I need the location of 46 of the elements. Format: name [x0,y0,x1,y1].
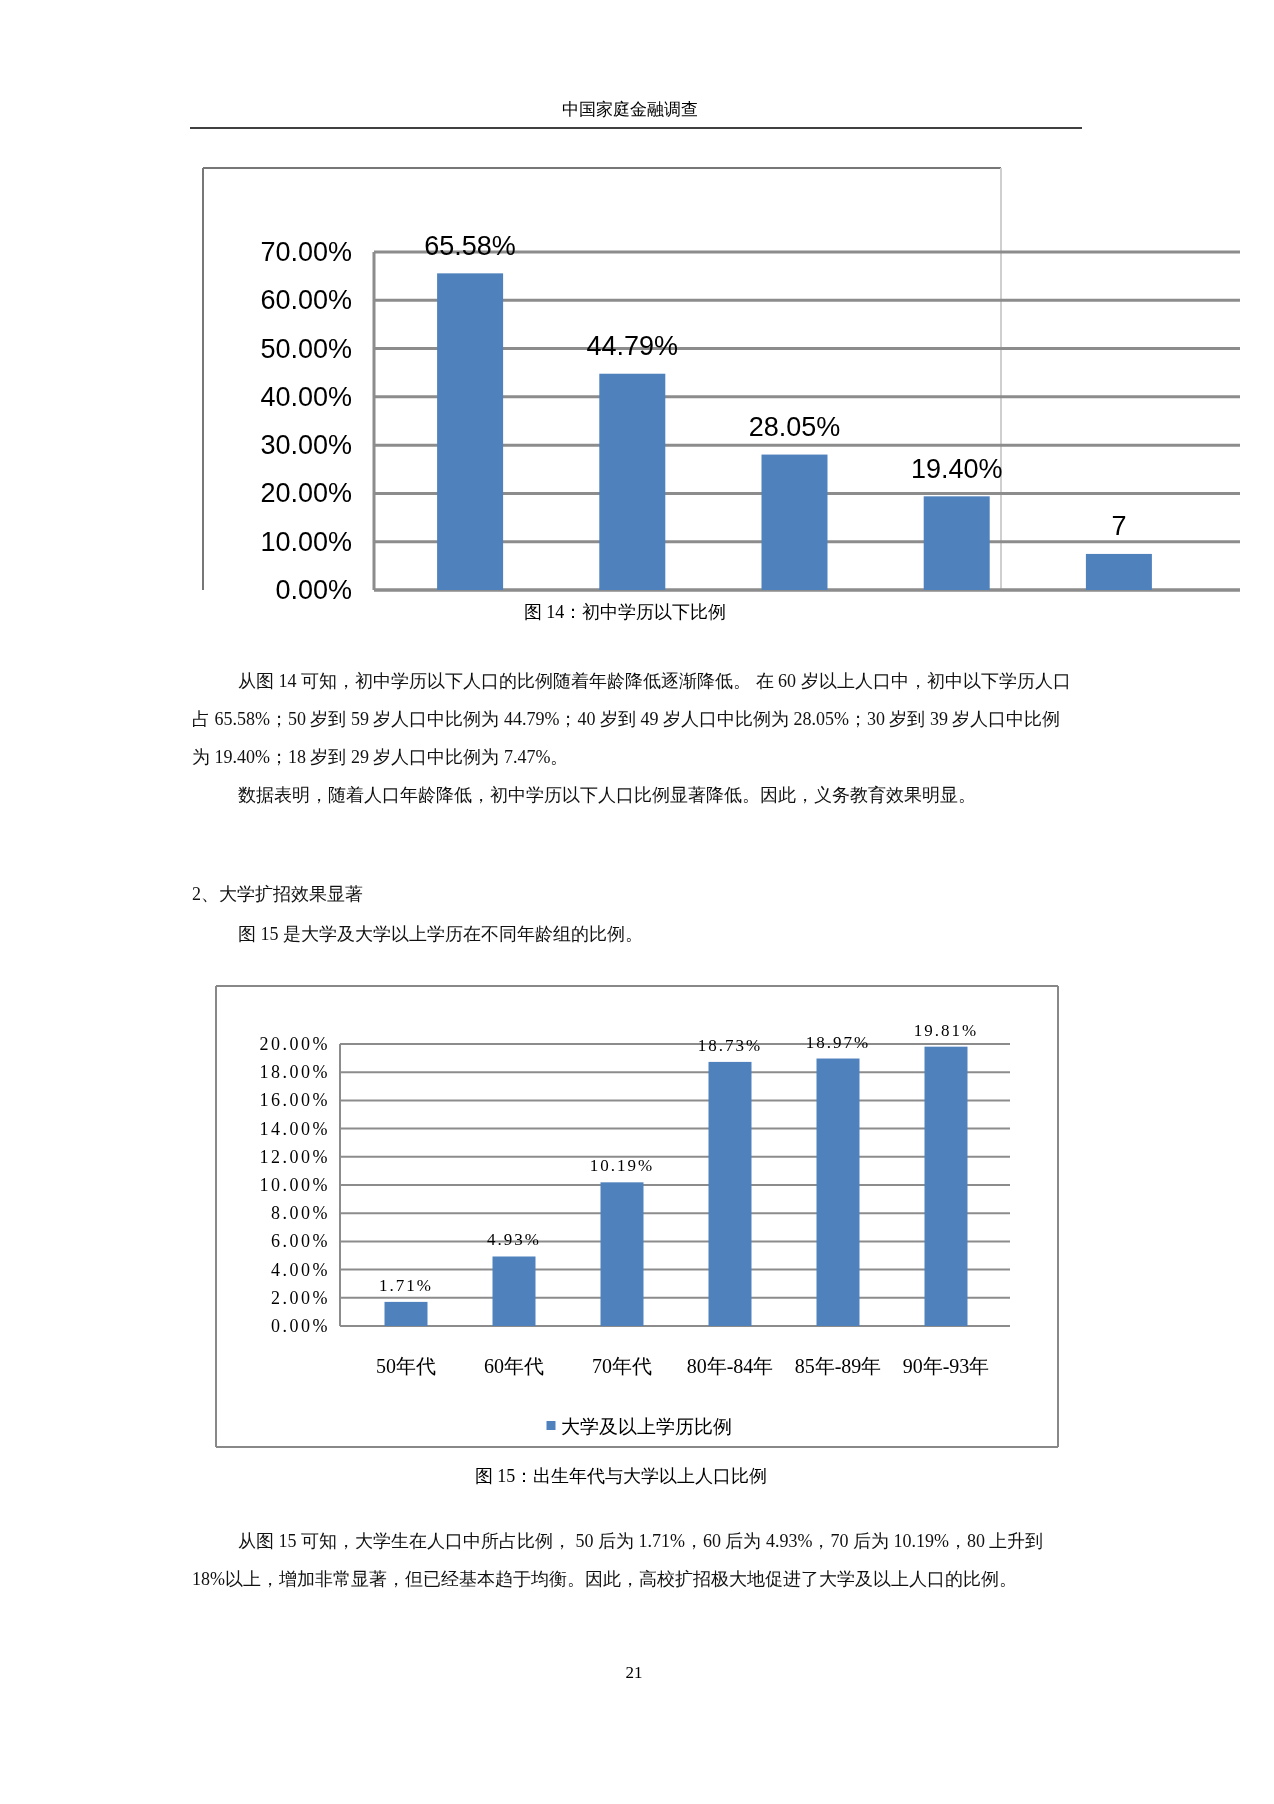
data-label: 28.05% [748,412,841,443]
y-tick-label: 6.00% [271,1231,330,1252]
paragraph: 图 15 是大学及大学以上学历在不同年龄组的比例。 [237,923,644,946]
y-tick-label: 70.00% [260,237,352,267]
y-tick-label: 14.00% [259,1118,330,1139]
data-label: 44.79% [586,331,679,362]
x-tick-label: 90年-93年 [902,1355,990,1377]
y-tick-label: 10.00% [259,1175,330,1195]
data-label: 19.40% [910,453,1003,484]
y-tick-label: 8.00% [271,1203,330,1224]
data-label: 18.73% [697,1035,763,1055]
y-tick-label: 20.00% [260,478,352,509]
legend-label: 大学及以上学历比例 [560,1415,732,1437]
x-tick-label: 80年-84年 [686,1355,774,1377]
x-tick-label: 60年代 [484,1355,544,1377]
x-tick-label: 70年代 [592,1355,652,1377]
page-header: 中国家庭金融调查 [562,99,698,119]
y-tick-label: 20.00% [259,1034,330,1054]
y-tick-label: 60.00% [260,285,352,316]
heading: 2、大学扩招效果显著 [192,883,364,906]
y-tick-label: 50.00% [260,333,352,364]
data-label: 4.93% [487,1230,541,1250]
y-tick-label: 2.00% [271,1287,330,1308]
y-tick-label: 12.00% [259,1146,330,1167]
data-label: 65.58% [424,230,516,261]
page-number: 21 [625,1662,643,1682]
y-tick-label: 18.00% [259,1062,330,1083]
data-label: 7 [1111,511,1127,542]
data-label: 18.97% [805,1032,871,1052]
x-tick-label: 85年-89年 [794,1355,882,1377]
y-tick-label: 0.00% [271,1316,330,1336]
y-tick-label: 16.00% [259,1090,330,1111]
y-tick-label: 4.00% [271,1259,330,1280]
y-tick-label: 30.00% [260,430,352,461]
caption: 图 14：初中学历以下比例 [523,602,727,622]
paragraph: 从图 14 可知，初中学历以下人口的比例随着年龄降低逐渐降低。 在 60 岁以上人口中，初中以下学历人口占 65.58%；50 岁到 59 岁人口中比例为 44.79%；40 岁到 49 岁人口中比例为 28.05%；30 岁到 39 岁人口中比例为 19.40%；18 岁到 29 岁人口中比例为 7.47%。 [192,670,1072,769]
data-label: 10.19% [589,1156,655,1176]
paragraph: 从图 15 可知，大学生在人口中所占比例， 50 后为 1.71%，60 后为 4.93%，70 后为 10.19%，80 上升到 18%以上，增加非常显著，但已经基本趋于均衡。因此，高校扩招极大地促进了大学及以上人口的比例。 [192,1530,1045,1591]
data-label: 1.71% [379,1275,433,1295]
y-tick-label: 10.00% [260,526,352,557]
data-label: 19.81% [913,1020,979,1040]
y-tick-label: 0.00% [275,575,352,605]
x-tick-label: 50年代 [376,1355,436,1377]
y-tick-label: 40.00% [260,381,352,412]
caption: 图 15：出生年代与大学以上人口比例 [474,1466,768,1486]
paragraph: 数据表明，随着人口年龄降低，初中学历以下人口比例显著降低。因此，义务教育效果明显。 [237,784,977,807]
